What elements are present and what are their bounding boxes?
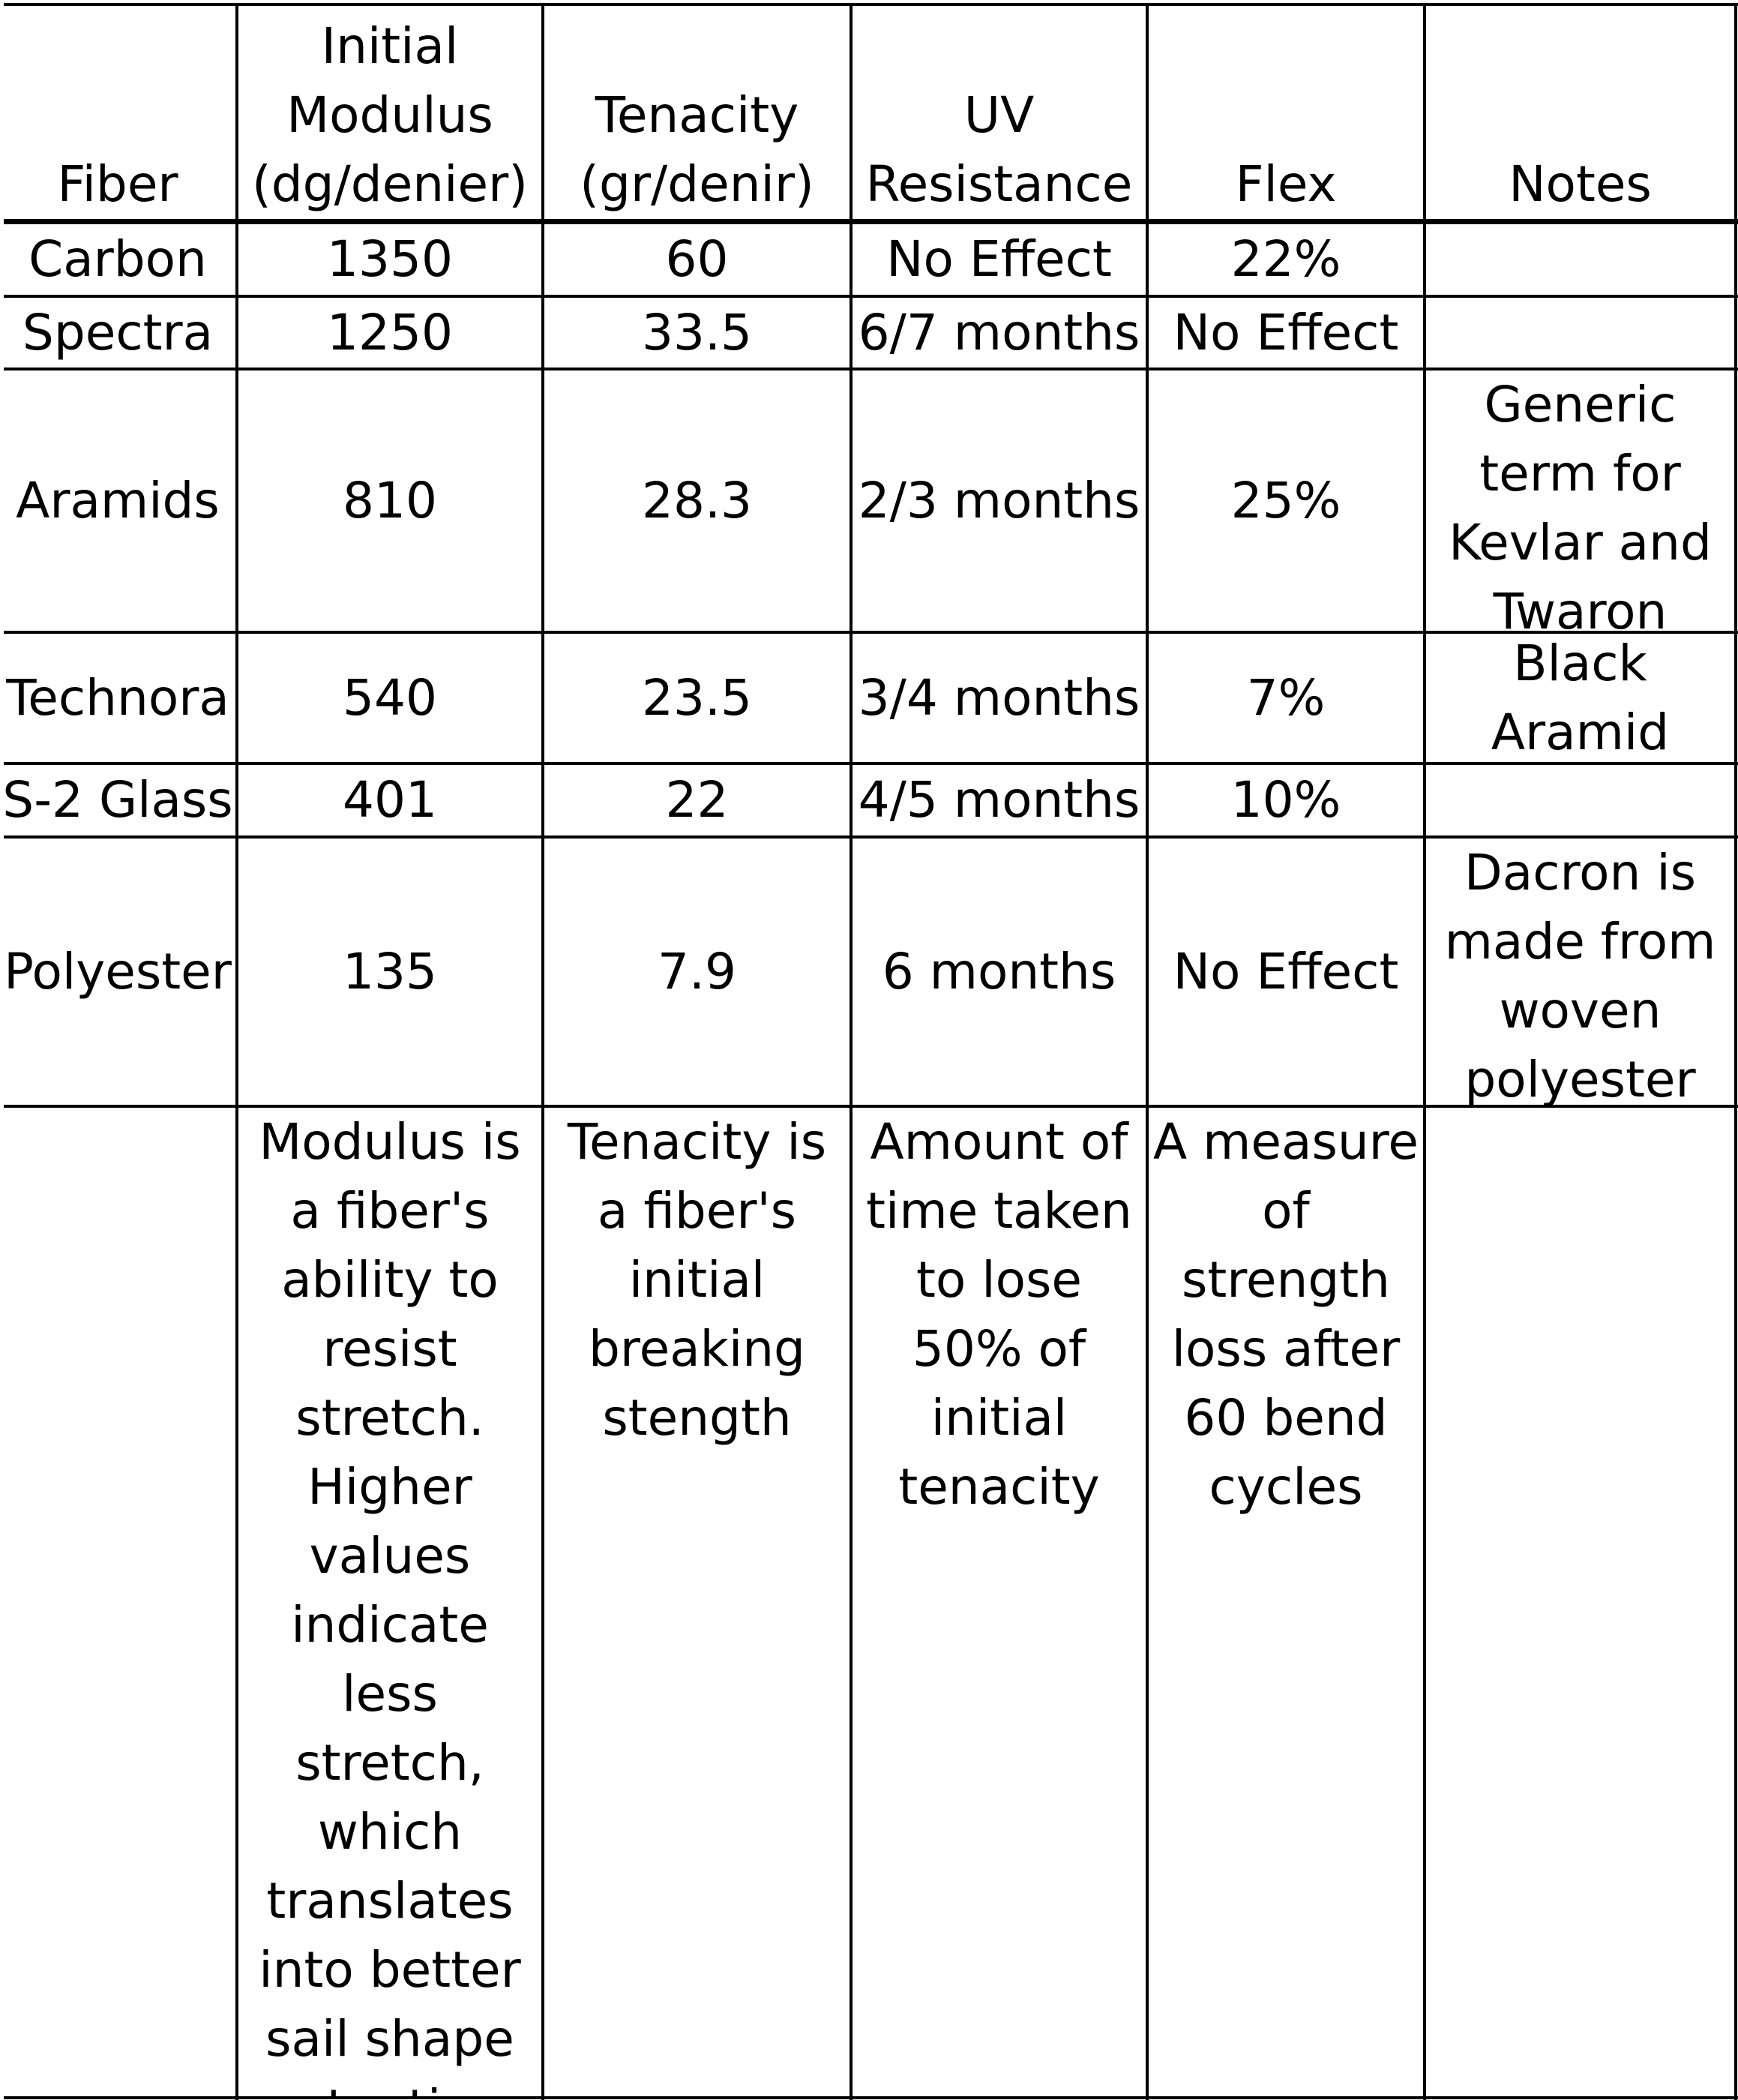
cell-flex: No Effect: [1173, 303, 1399, 362]
cell-modulus: 1350: [327, 230, 453, 288]
cell-fiber: Technora: [6, 668, 229, 727]
header-initial-modulus: Initial Modulus (dg/denier): [252, 17, 528, 213]
description-fiber: [0, 1108, 235, 2096]
header-tenacity: Tenacity (gr/denir): [580, 86, 814, 213]
grid-line: [4, 3, 1738, 6]
grid-line: [850, 4, 853, 2100]
grid-line: [4, 2096, 1738, 2099]
cell-flex: 10%: [1230, 771, 1341, 829]
grid-line: [4, 368, 1738, 370]
grid-line: [4, 295, 1738, 298]
header-fiber: Fiber: [57, 155, 178, 213]
cell-tenacity: 60: [665, 230, 729, 288]
header-notes: Notes: [1509, 155, 1652, 213]
cell-uv-resistance: 6/7 months: [858, 303, 1140, 362]
header-flex: Flex: [1235, 155, 1337, 213]
cell-uv-resistance: 6 months: [882, 942, 1116, 1000]
header-underline: [4, 219, 1738, 224]
grid-line: [4, 631, 1738, 634]
cell-notes: [1426, 765, 1734, 836]
cell-fiber: Carbon: [28, 230, 207, 288]
cell-notes: [1426, 298, 1734, 368]
description-uv-resistance: Amount of time taken to lose 50% of init…: [866, 1113, 1132, 1516]
cell-tenacity: 28.3: [642, 471, 752, 530]
grid-line: [541, 4, 544, 2100]
cell-modulus: 1250: [327, 303, 453, 362]
grid-line: [1734, 4, 1737, 2100]
cell-tenacity: 23.5: [642, 668, 752, 727]
cell-fiber: Aramids: [16, 471, 220, 530]
description-flex: A measure of strength loss after 60 bend…: [1153, 1113, 1419, 1516]
cell-flex: 7%: [1246, 668, 1326, 727]
cell-uv-resistance: 2/3 months: [858, 471, 1140, 530]
grid-line: [4, 762, 1738, 765]
grid-line: [4, 1105, 1738, 1108]
description-notes: [1426, 1108, 1734, 2096]
cell-tenacity: 7.9: [658, 942, 736, 1000]
description-tenacity: Tenacity is a fiber's initial breaking s…: [567, 1113, 827, 1447]
header-uv-resistance: UV Resistance: [865, 86, 1133, 213]
cell-uv-resistance: No Effect: [886, 230, 1112, 288]
description-modulus: Modulus is a fiber's ability to resist s…: [259, 1113, 521, 2096]
cell-notes: Black Aramid: [1491, 634, 1670, 761]
cell-modulus: 810: [343, 471, 437, 530]
cell-fiber: Polyester: [4, 942, 232, 1000]
cell-modulus: 401: [343, 771, 437, 829]
cell-fiber: S-2 Glass: [2, 771, 233, 829]
cell-fiber: Spectra: [22, 303, 214, 362]
grid-line: [1146, 4, 1149, 2100]
cell-uv-resistance: 4/5 months: [858, 771, 1140, 829]
cell-flex: No Effect: [1173, 942, 1399, 1000]
grid-line: [1423, 4, 1426, 2100]
cell-tenacity: 33.5: [642, 303, 752, 362]
cell-notes: [1426, 224, 1734, 295]
cell-notes: Generic term for Kevlar and Twaron: [1449, 376, 1712, 631]
grid-line: [4, 836, 1738, 838]
cell-flex: 22%: [1230, 230, 1341, 288]
cell-modulus: 135: [343, 942, 437, 1000]
grid-line: [235, 4, 238, 2100]
cell-tenacity: 22: [665, 771, 729, 829]
cell-flex: 25%: [1230, 471, 1341, 530]
cell-modulus: 540: [343, 668, 437, 727]
cell-uv-resistance: 3/4 months: [858, 668, 1140, 727]
cell-notes: Dacron is made from woven polyester: [1444, 844, 1716, 1105]
